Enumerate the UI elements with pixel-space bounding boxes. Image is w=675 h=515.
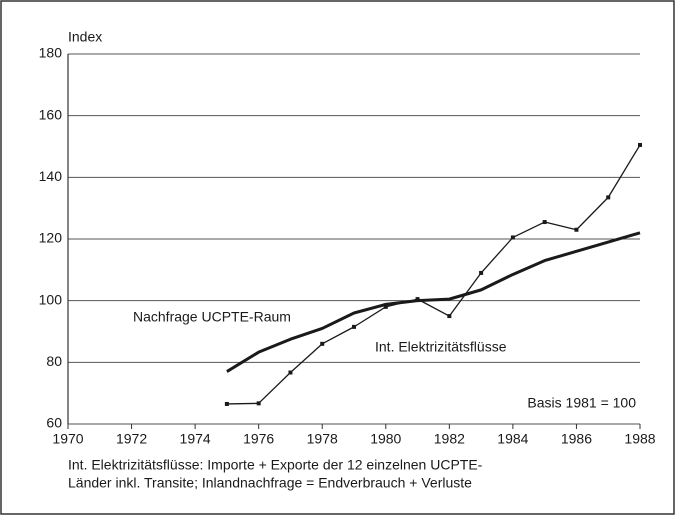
y-tick-label: 160 <box>39 106 63 122</box>
line <box>226 231 641 373</box>
y-tick-label: 120 <box>39 230 63 246</box>
x-tick-label: 1978 <box>307 431 338 447</box>
y-tick-label: 100 <box>39 291 63 307</box>
x-tick-label: 1974 <box>180 431 211 447</box>
marker <box>383 304 388 309</box>
x-tick-label: 1972 <box>116 431 147 447</box>
marker <box>224 401 229 406</box>
note: Länder inkl. Transite; Inlandnachfrage =… <box>68 475 472 491</box>
marker <box>256 401 261 406</box>
marker <box>606 195 611 200</box>
annotation: Basis 1981 = 100 <box>527 395 636 411</box>
marker <box>542 220 547 225</box>
y-tick-label: 180 <box>39 45 63 61</box>
marker <box>352 324 356 329</box>
series-label: Nachfrage UCPTE-Raum <box>133 309 291 325</box>
x-tick-label: 1982 <box>434 431 465 447</box>
marker <box>510 235 515 240</box>
marker <box>638 142 642 147</box>
marker <box>288 370 293 375</box>
x-tick-label: 1976 <box>243 431 274 447</box>
line <box>226 144 641 405</box>
series-label: Int. Elektrizitätsflüsse <box>375 339 507 355</box>
x-tick-label: 1984 <box>497 431 528 447</box>
y-axis-label: Index <box>68 29 102 45</box>
x-tick-label: 1970 <box>52 431 83 447</box>
marker <box>320 341 325 346</box>
y-tick-label: 140 <box>39 168 63 184</box>
x-tick-label: 1986 <box>561 431 592 447</box>
y-tick-label: 80 <box>46 353 62 369</box>
marker <box>574 227 579 232</box>
x-tick-label: 1988 <box>624 431 655 447</box>
x-tick-label: 1980 <box>370 431 401 447</box>
y-tick-label: 60 <box>46 415 62 431</box>
marker <box>479 270 484 275</box>
note: Int. Elektrizitätsflüsse: Importe + Expo… <box>68 457 483 473</box>
marker <box>447 314 452 319</box>
marker <box>415 297 420 302</box>
